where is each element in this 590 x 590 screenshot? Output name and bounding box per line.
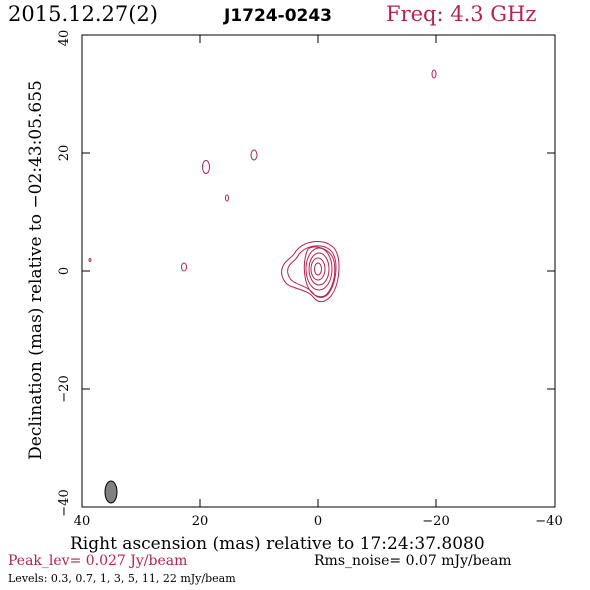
noise-contour <box>250 149 258 161</box>
contour-level-6 <box>310 257 326 281</box>
noise-contour <box>202 160 210 174</box>
noise-contour <box>431 69 437 79</box>
noise-contour <box>88 258 92 262</box>
contour-levels: Levels: 0.3, 0.7, 1, 3, 5, 11, 22 mJy/be… <box>8 572 236 585</box>
x-tick-label: −20 <box>422 514 449 529</box>
contour-level-2 <box>287 245 337 298</box>
contour-level-4 <box>305 247 333 291</box>
frequency-label: Freq: 4.3 GHz <box>386 2 537 26</box>
y-tick-label: −20 <box>57 375 72 402</box>
source-name: J1724-0243 <box>224 6 333 26</box>
x-tick-label: −40 <box>535 514 562 529</box>
y-tick-label: −40 <box>57 489 72 516</box>
observation-date: 2015.12.27(2) <box>8 2 158 26</box>
x-tick-label: 40 <box>74 514 91 529</box>
contour-level-3 <box>303 246 336 298</box>
y-tick-label: 20 <box>57 145 72 162</box>
contour-level-7 <box>314 262 322 276</box>
noise-contours <box>88 69 437 272</box>
contour-level-5 <box>308 252 330 286</box>
y-tick-marks <box>82 34 555 508</box>
peak-level: Peak_lev= 0.027 Jy/beam <box>8 553 188 569</box>
core-contours <box>281 241 340 303</box>
y-tick-label: 0 <box>57 267 72 275</box>
contour-level-1 <box>281 241 340 303</box>
y-tick-label: 40 <box>57 30 72 47</box>
rms-noise: Rms_noise= 0.07 mJy/beam <box>314 553 512 569</box>
plot-frame <box>81 34 556 508</box>
x-axis-label: Right ascension (mas) relative to 17:24:… <box>70 534 485 554</box>
x-tick-label: 20 <box>192 514 209 529</box>
beam-ellipse <box>104 480 118 504</box>
noise-contour <box>181 262 187 272</box>
noise-contour <box>225 194 229 202</box>
x-tick-marks <box>81 35 556 507</box>
x-tick-label: 0 <box>314 514 322 529</box>
y-axis-label: Declination (mas) relative to −02:43:05.… <box>26 80 46 460</box>
